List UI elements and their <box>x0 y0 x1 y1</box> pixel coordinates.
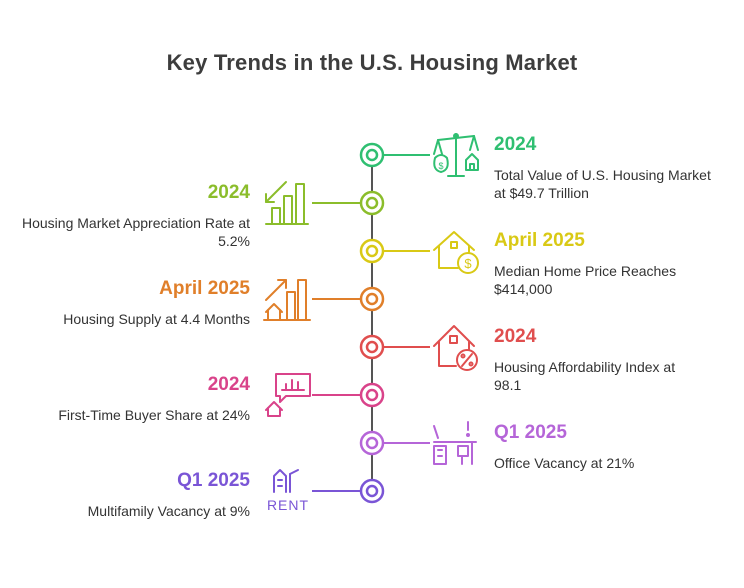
scale-money-house-icon: $ <box>433 133 479 177</box>
event-text: Total Value of U.S. Housing Market at $4… <box>494 167 711 201</box>
chart-bubble-house-icon <box>265 373 311 417</box>
event-5: 2024 Housing Affordability Index at 98.1 <box>494 326 724 394</box>
svg-text:$: $ <box>438 161 443 171</box>
event-period: 2024 <box>494 134 537 155</box>
event-text: First-Time Buyer Share at 24% <box>58 407 250 423</box>
event-text: Housing Market Appreciation Rate at 5.2% <box>21 215 250 249</box>
event-period: 2024 <box>207 182 250 203</box>
appreciation-bars-icon <box>265 181 309 225</box>
event-text: Median Home Price Reaches $414,000 <box>494 263 677 297</box>
timeline-node <box>359 142 385 168</box>
page-title: Key Trends in the U.S. Housing Market <box>166 50 578 75</box>
event-6: 2024 First-Time Buyer Share at 24% <box>20 374 250 424</box>
house-percent-icon <box>433 325 478 371</box>
timeline-node <box>359 478 385 504</box>
timeline-node <box>359 238 385 264</box>
timeline-node <box>359 286 385 312</box>
office-desk-icon <box>433 421 477 465</box>
timeline-node <box>359 382 385 408</box>
event-2: 2024 Housing Market Appreciation Rate at… <box>20 182 250 250</box>
event-period: Q1 2025 <box>177 470 250 491</box>
event-7: Q1 2025 Office Vacancy at 21% <box>494 422 724 472</box>
event-text: Housing Supply at 4.4 Months <box>63 311 250 327</box>
event-8: Q1 2025 Multifamily Vacancy at 9% <box>20 470 250 520</box>
event-period: April 2025 <box>159 278 250 299</box>
event-3: April 2025 Median Home Price Reaches $41… <box>494 230 724 298</box>
event-period: 2024 <box>207 374 250 395</box>
event-period: April 2025 <box>494 230 585 251</box>
timeline-node <box>359 190 385 216</box>
event-text: Office Vacancy at 21% <box>494 455 635 471</box>
rent-building-icon: RENT <box>267 469 309 513</box>
svg-text:$: $ <box>464 256 472 271</box>
timeline-node <box>359 334 385 360</box>
event-4: April 2025 Housing Supply at 4.4 Months <box>20 278 250 328</box>
event-period: 2024 <box>494 326 537 347</box>
timeline-node <box>359 430 385 456</box>
rent-label: RENT <box>267 497 309 513</box>
supply-growth-icon <box>263 279 311 321</box>
event-period: Q1 2025 <box>494 422 567 443</box>
event-text: Housing Affordability Index at 98.1 <box>494 359 676 393</box>
event-text: Multifamily Vacancy at 9% <box>87 503 250 519</box>
house-dollar-icon: $ <box>433 231 479 274</box>
event-1: 2024 Total Value of U.S. Housing Market … <box>494 134 724 202</box>
